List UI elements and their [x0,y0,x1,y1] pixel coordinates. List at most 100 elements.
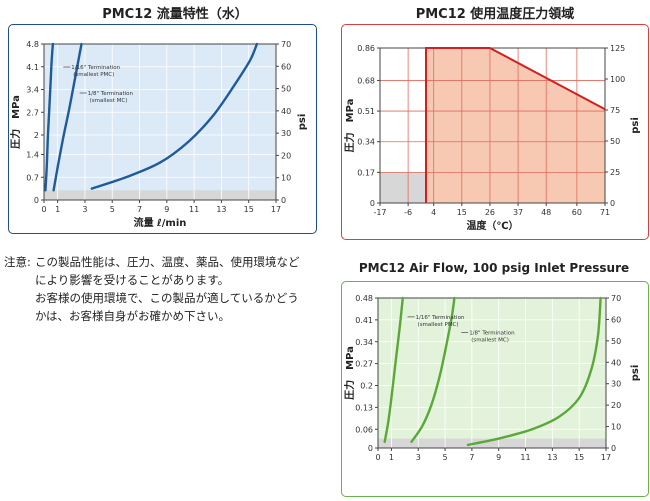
y-tick-label: 0.48 [355,294,373,303]
x-tick-label: 9 [164,205,169,214]
y2-axis-label: psi [297,114,308,131]
y2-tick-label: 60 [281,62,291,71]
y-tick-label: 2.7 [26,108,39,117]
y2-axis-label: psi [630,117,641,134]
x-tick-label: 11 [189,205,199,214]
flow-curve-3 [90,42,259,190]
x-tick-label: -6 [404,208,412,217]
y2-tick-label: 125 [610,44,625,53]
caution-line: この製品性能は、圧力、温度、薬品、使用環境など [35,255,300,269]
y-tick-label: 0.34 [357,138,375,147]
temp-chart-title: PMC12 使用温度圧力領域 [415,7,575,22]
caution-label: 注意: [4,255,31,269]
x-tick-label: 15 [244,205,254,214]
x-axis-label: 温度（℃） [466,219,518,232]
y2-tick-label: 100 [610,75,625,84]
water-chart-title: PMC12 流量特性（水） [102,7,248,22]
annotation-label: (smallest MC) [471,338,509,344]
plot-background [378,298,606,448]
x-tick-label: -17 [373,208,386,217]
y2-tick-label: 30 [281,129,291,138]
x-tick-label: 13 [547,453,557,462]
x-tick-label: 1 [389,453,394,462]
x-tick-label: 7 [469,453,474,462]
y2-tick-label: 0 [281,196,286,205]
y2-tick-label: 70 [281,40,291,49]
flow-curve-2 [410,296,456,443]
caution-line: により影響を受けることがあります。 [35,273,230,287]
y-tick-label: 0 [34,196,39,205]
flow-curve-3 [466,296,602,447]
x-axis-label: 流量 ℓ/min [134,216,187,229]
y-tick-label: 0.34 [355,338,373,347]
annotation-label: (smallest PMC) [73,72,114,78]
x-tick-label: 9 [496,453,501,462]
y-tick-label: 0.27 [355,360,373,369]
operating-area [426,48,605,203]
annotation-label: (smallest PMC) [418,322,459,328]
annotation-label: 1/16" Termination [71,65,120,71]
y2-tick-label: 50 [610,137,620,146]
y-tick-label: 0.51 [357,107,375,116]
y2-tick-label: 40 [281,107,291,116]
air-flow-chart: 00.060.130.20.270.340.410.48010203040506… [343,294,641,462]
x-tick-label: 15 [574,453,584,462]
y-tick-label: 0.68 [357,76,375,85]
x-tick-label: 7 [137,205,142,214]
annotation-label: 1/16" Termination [416,315,465,321]
x-tick-label: 5 [443,453,448,462]
y2-tick-label: 10 [281,174,291,183]
y2-tick-label: 30 [611,380,621,389]
x-tick-label: 17 [601,453,611,462]
caution-line: お客様の使用環境で、この製品が適しているかどう [35,291,299,305]
y-tick-label: 0.13 [355,403,373,412]
y2-tick-label: 50 [281,85,291,94]
y-tick-label: 4.8 [26,40,39,49]
x-tick-label: 0 [41,205,46,214]
annotation-label: (smallest MC) [90,98,128,104]
x-tick-label: 3 [416,453,421,462]
x-tick-label: 3 [82,205,87,214]
y-tick-label: 2 [34,131,39,140]
y-axis-label: 圧力 MPa [343,99,356,153]
flow-curve-2 [52,42,83,192]
y2-tick-label: 25 [610,168,620,177]
y-tick-label: 0.7 [26,173,39,182]
caution-note: 注意: この製品性能は、圧力、温度、薬品、使用環境など により影響を受けることが… [4,253,334,333]
y2-tick-label: 75 [610,106,620,115]
x-tick-label: 48 [541,208,551,217]
y-tick-label: 0.2 [360,382,373,391]
air-chart-panel: 0 0.06 0.13 0.2 0.27 0.34 0.41 0.48 0 10 20 30 40 50 6… [341,281,649,497]
x-tick-label: 15 [457,208,467,217]
y-tick-label: 0.17 [357,168,375,177]
y2-tick-label: 0 [610,199,615,208]
y-tick-label: 0.06 [355,425,373,434]
x-tick-label: 4 [431,208,436,217]
water-chart-panel: 0 0.7 1.4 2 2.7 3.4 4.1 4.8 0 10 20 30 40 50 60 70 0 1 3 5 7… [8,24,317,234]
x-tick-label: 26 [485,208,495,217]
boundary-line [425,47,606,203]
x-tick-label: 5 [110,205,115,214]
caution-line: かは、お客様自身がお確かめ下さい。 [35,309,231,323]
x-tick-label: 13 [216,205,226,214]
x-tick-label: 0 [375,453,380,462]
x-tick-label: 71 [600,208,610,217]
plot-frame [377,297,607,449]
floor-band [44,190,276,200]
y-tick-label: 4.1 [26,63,39,72]
y-axis-label: 圧力 MPa [343,346,356,400]
y2-tick-label: 40 [611,358,621,367]
y2-tick-label: 20 [611,401,621,410]
plot-frame [43,43,277,201]
y-axis-label: 圧力 MPa [9,95,22,149]
x-tick-label: 17 [271,205,281,214]
plot-background [44,44,276,200]
y2-tick-label: 70 [611,294,621,303]
y2-tick-label: 50 [611,337,621,346]
air-chart-title: PMC12 Air Flow, 100 psig Inlet Pressure [358,261,630,275]
y2-tick-label: 10 [611,423,621,432]
y-tick-label: 0 [370,199,375,208]
x-tick-label: 37 [513,208,523,217]
y-tick-label: 0.86 [357,44,375,53]
